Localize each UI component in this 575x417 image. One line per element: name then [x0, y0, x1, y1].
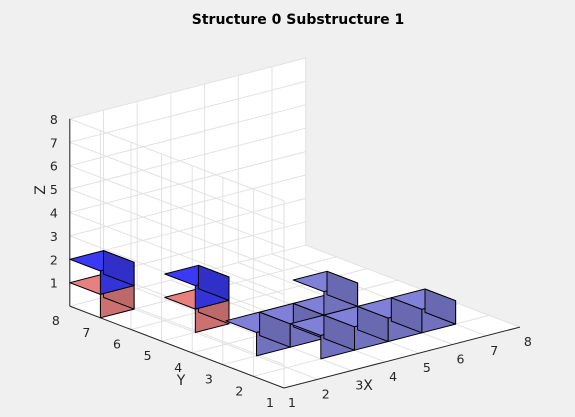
left-wall-gridline-z [69, 188, 285, 272]
chart-title: Structure 0 Substructure 1 [192, 12, 404, 28]
back-wall-gridline-z [69, 151, 306, 213]
x-tick-label: 5 [423, 360, 431, 375]
z-tick-label: 3 [50, 229, 58, 244]
floor-gridline-x [103, 296, 318, 380]
y-tick-label: 5 [144, 348, 152, 363]
y-axis-label: Y [176, 373, 186, 389]
back-wall-gridline-z [69, 57, 306, 120]
x-tick-label: 1 [288, 395, 296, 410]
voxel-side-face [103, 250, 135, 287]
back-wall-gridline-z [69, 104, 306, 167]
left-wall-gridline-z [69, 118, 285, 202]
x-axis-label: X [363, 378, 373, 394]
voxel-side-face [326, 270, 359, 307]
z-tick-label: 5 [50, 182, 58, 197]
z-axis-label: Z [33, 185, 49, 195]
voxel-side-face [424, 288, 457, 325]
back-wall-gridline-z [69, 80, 306, 143]
z-tick-label: 2 [50, 252, 58, 267]
voxel-side-face [197, 264, 230, 301]
x-tick-label: 7 [490, 343, 498, 358]
back-wall-gridline-z [69, 197, 306, 260]
y-tick-label: 8 [52, 313, 60, 328]
back-wall-gridline-z [69, 127, 306, 190]
left-wall-gridline-z [69, 141, 285, 225]
y-tick-label: 4 [174, 360, 182, 375]
x-tick-label: 4 [389, 369, 397, 384]
x-tick-label: 6 [457, 352, 465, 367]
x-tick-label: 3 [355, 378, 363, 393]
x-tick-label: 8 [524, 334, 532, 349]
y-tick-label: 1 [266, 395, 274, 410]
back-wall-gridline-z [69, 174, 306, 237]
left-wall-gridline-z [69, 165, 285, 249]
x-tick-label: 2 [322, 386, 330, 401]
x-axis-line [283, 326, 521, 389]
y-axis-line [69, 305, 285, 389]
y-tick-label: 3 [205, 372, 213, 387]
floor-gridline-x [137, 288, 352, 372]
z-tick-label: 1 [50, 276, 58, 291]
z-tick-label: 6 [50, 159, 58, 174]
left-wall-gridline-z [69, 212, 285, 295]
plot-area: 1 2 3 4 5 6 7 8 1 2 3 4 5 6 7 8 1 2 3 4 5 6 7 8 [50, 57, 532, 410]
y-tick-label: 6 [113, 337, 121, 352]
z-tick-label: 4 [50, 206, 58, 221]
y-tick-label: 2 [235, 383, 243, 398]
y-tick-label: 7 [82, 325, 90, 340]
z-tick-label: 8 [50, 112, 58, 127]
floor-gridline-x [305, 244, 521, 328]
z-tick-label: 7 [50, 135, 58, 150]
